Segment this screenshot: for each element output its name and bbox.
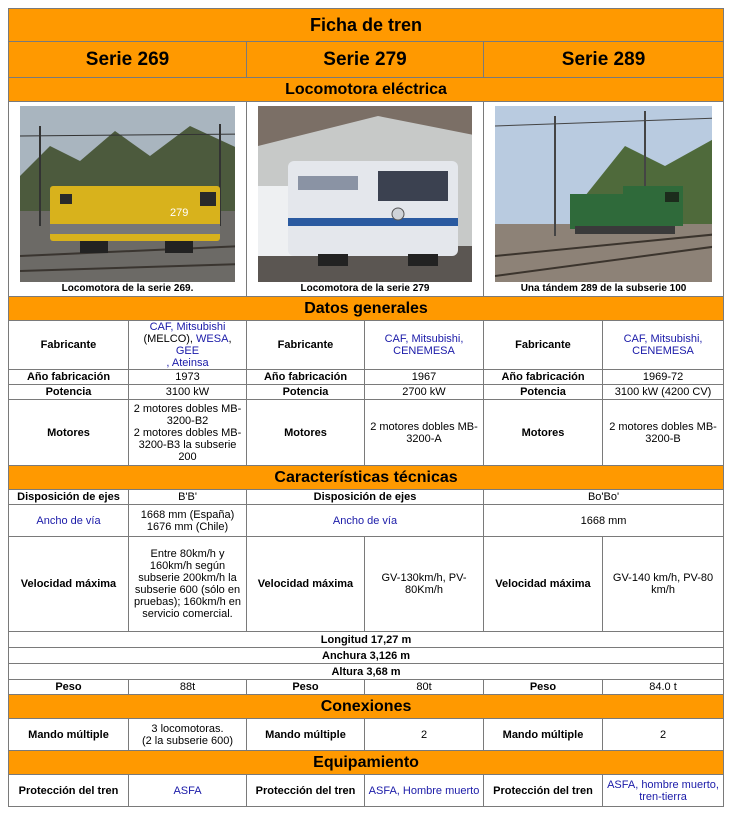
proteccion-link-279[interactable]: ASFA, Hombre muerto xyxy=(364,774,484,807)
train-spec-sheet: Ficha de tren Serie 269 Serie 279 Serie … xyxy=(7,8,725,807)
velocidad-label-269: Velocidad máxima xyxy=(8,536,129,632)
motores-value-279: 2 motores dobles MB-3200-A xyxy=(364,399,484,466)
fabricante-link-289[interactable]: CAF, Mitsubishi, CENEMESA xyxy=(601,320,725,370)
peso-label-289: Peso xyxy=(483,679,603,695)
velocidad-value-279: GV-130km/h, PV-80Km/h xyxy=(364,536,484,632)
peso-label-279: Peso xyxy=(246,679,365,695)
general-section-heading: Datos generales xyxy=(7,296,725,321)
anio-label-289: Año fabricación xyxy=(483,369,603,385)
potencia-label-279: Potencia xyxy=(246,384,365,400)
proteccion-label-289: Protección del tren xyxy=(483,774,603,807)
fabricante-link-caf-mitsubishi[interactable]: CAF, Mitsubishi xyxy=(149,321,226,334)
ejes-label-a: Disposición de ejes xyxy=(8,489,129,505)
mando-value-269: 3 locomotoras. (2 la subserie 600) xyxy=(128,718,247,751)
ancho-value-269: 1668 mm (España) 1676 mm (Chile) xyxy=(128,504,247,537)
serie-269-heading: Serie 269 xyxy=(8,41,247,78)
fabricante-link-279[interactable]: CAF, Mitsubishi, CENEMESA xyxy=(364,320,484,370)
fabricante-link-gee[interactable]: GEE xyxy=(175,345,200,357)
ejes-value-a: B'B' xyxy=(128,489,247,505)
motores-value-289: 2 motores dobles MB-3200-B xyxy=(601,399,725,466)
peso-value-269: 88t xyxy=(128,679,247,695)
green-tandem-locomotive-photo[interactable] xyxy=(495,106,713,282)
peso-label-269: Peso xyxy=(8,679,129,695)
motores-label-289: Motores xyxy=(483,399,603,466)
velocidad-label-279: Velocidad máxima xyxy=(246,536,365,632)
mando-label-269: Mando múltiple xyxy=(8,718,129,751)
mando-269-line-1: 3 locomotoras. xyxy=(151,722,224,735)
technical-section-heading: Características técnicas xyxy=(7,465,725,490)
photo-cell-279: Locomotora de la serie 279 xyxy=(246,101,484,297)
velocidad-label-289: Velocidad máxima xyxy=(483,536,603,632)
potencia-value-279: 2700 kW xyxy=(364,384,484,400)
fabricante-value-269: CAF, Mitsubishi (MELCO), WESA, GEE , Ate… xyxy=(128,320,247,370)
anio-value-269: 1973 xyxy=(128,369,247,385)
fabricante-melco-text: (MELCO), xyxy=(143,333,197,345)
fabricante-label-269: Fabricante xyxy=(8,320,129,370)
fabricante-label-279: Fabricante xyxy=(246,320,365,370)
svg-text:279: 279 xyxy=(170,207,188,219)
ancho-link-279-289[interactable]: Ancho de vía xyxy=(246,504,484,537)
mando-label-289: Mando múltiple xyxy=(483,718,603,751)
connections-section-heading: Conexiones xyxy=(7,694,725,719)
fabricante-label-289: Fabricante xyxy=(483,320,603,370)
photo-caption-289: Una tándem 289 de la subserie 100 xyxy=(520,283,687,294)
ancho-link-269[interactable]: Ancho de vía xyxy=(8,504,129,537)
proteccion-label-269: Protección del tren xyxy=(8,774,129,807)
potencia-label-269: Potencia xyxy=(8,384,129,400)
proteccion-link-289[interactable]: ASFA, hombre muerto, tren-tierra xyxy=(601,774,725,807)
longitud-value: Longitud 17,27 m xyxy=(7,631,725,648)
fabricante-link-wesa[interactable]: WESA xyxy=(196,333,229,345)
anio-label-279: Año fabricación xyxy=(246,369,365,385)
proteccion-link-269[interactable]: ASFA xyxy=(128,774,247,807)
anchura-value: Anchura 3,126 m xyxy=(7,647,725,664)
proteccion-label-279: Protección del tren xyxy=(246,774,365,807)
ancho-269-line-1: 1668 mm (España) xyxy=(140,508,235,521)
photo-caption-279: Locomotora de la serie 279 xyxy=(300,283,430,294)
photo-cell-269: 279 Locomotora de la serie 269. xyxy=(8,101,247,297)
mando-269-line-2: (2 la subserie 600) xyxy=(141,734,234,747)
mando-value-289: 2 xyxy=(601,718,725,751)
fabricante-comma-text: , xyxy=(228,333,232,345)
motores-label-279: Motores xyxy=(246,399,365,466)
ancho-269-line-2: 1676 mm (Chile) xyxy=(146,520,229,533)
photo-cell-289: Una tándem 289 de la subserie 100 xyxy=(482,101,725,297)
yellow-locomotive-photo[interactable]: 279 xyxy=(20,106,235,282)
ejes-value-b: Bo'Bo' xyxy=(482,489,725,505)
peso-value-289: 84.0 t xyxy=(601,679,725,695)
ejes-label-b: Disposición de ejes xyxy=(246,489,484,505)
motores-269-line-2: 2 motores dobles MB-3200-B3 la subserie … xyxy=(133,426,242,463)
potencia-value-289: 3100 kW (4200 CV) xyxy=(601,384,725,400)
photo-caption-269: Locomotora de la serie 269. xyxy=(61,283,194,294)
altura-value: Altura 3,68 m xyxy=(7,663,725,680)
spec-table: Ficha de tren Serie 269 Serie 279 Serie … xyxy=(7,8,725,807)
type-heading: Locomotora eléctrica xyxy=(7,77,725,102)
sheet-title: Ficha de tren xyxy=(7,8,725,42)
equipment-section-heading: Equipamiento xyxy=(7,750,725,775)
serie-289-heading: Serie 289 xyxy=(482,41,725,78)
anio-label-269: Año fabricación xyxy=(8,369,129,385)
anio-value-289: 1969-72 xyxy=(601,369,725,385)
anio-value-279: 1967 xyxy=(364,369,484,385)
serie-279-heading: Serie 279 xyxy=(246,41,484,78)
white-locomotive-photo[interactable] xyxy=(258,106,472,282)
fabricante-link-ateinsa[interactable]: , Ateinsa xyxy=(166,357,209,369)
ancho-value-279-289: 1668 mm xyxy=(482,504,725,537)
motores-269-line-1: 2 motores dobles MB-3200-B2 xyxy=(133,402,242,427)
mando-label-279: Mando múltiple xyxy=(246,718,365,751)
mando-value-279: 2 xyxy=(364,718,484,751)
motores-label-269: Motores xyxy=(8,399,129,466)
potencia-value-269: 3100 kW xyxy=(128,384,247,400)
velocidad-value-289: GV-140 km/h, PV-80 km/h xyxy=(601,536,725,632)
velocidad-value-269: Entre 80km/h y 160km/h según subserie 20… xyxy=(128,536,247,632)
potencia-label-289: Potencia xyxy=(483,384,603,400)
motores-value-269: 2 motores dobles MB-3200-B2 2 motores do… xyxy=(128,399,247,466)
peso-value-279: 80t xyxy=(364,679,484,695)
